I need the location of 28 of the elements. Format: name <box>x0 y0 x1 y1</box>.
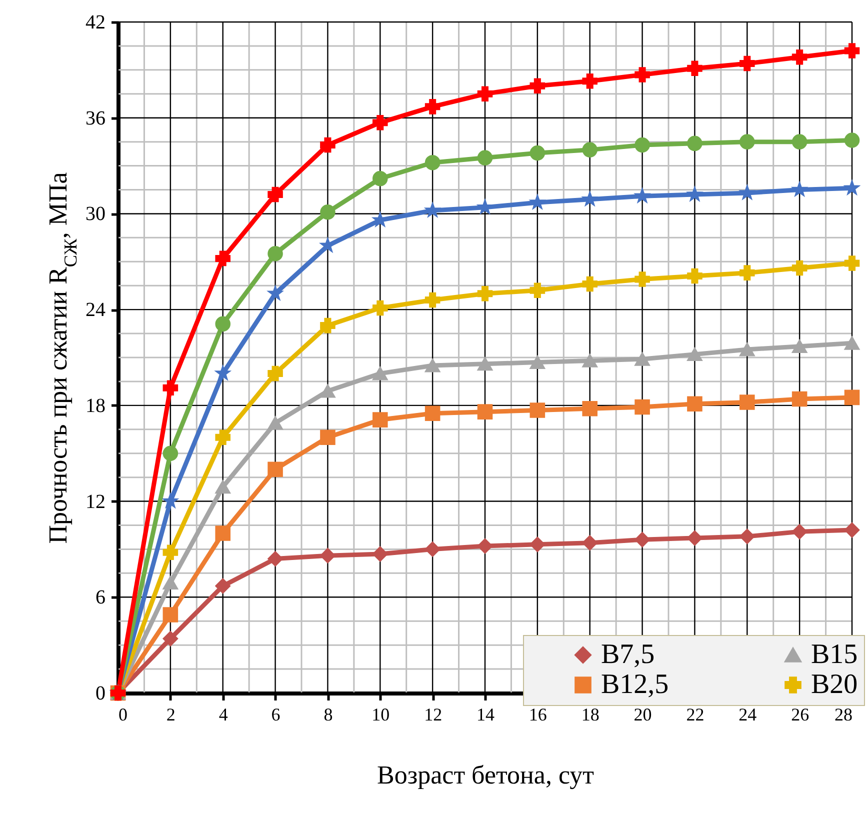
legend-label: B20 <box>811 669 858 700</box>
x-axis-title: Возраст бетона, сут <box>376 760 594 790</box>
x-tick-label: 28 <box>834 704 852 724</box>
y-tick-label: 30 <box>86 203 106 226</box>
y-tick-label: 36 <box>86 107 106 130</box>
x-tick-label: 26 <box>791 704 810 724</box>
x-tick-label: 0 <box>118 704 128 724</box>
x-tick-label: 18 <box>581 704 600 724</box>
x-tick-label: 14 <box>476 704 494 724</box>
x-tick-label: 12 <box>424 704 442 724</box>
x-tick-label: 2 <box>166 704 176 724</box>
legend-label: B12,5 <box>601 669 669 700</box>
x-tick-label: 10 <box>372 704 390 724</box>
x-tick-label: 4 <box>218 704 228 724</box>
x-tick-label: 20 <box>634 704 652 724</box>
x-tick-label: 8 <box>324 704 333 724</box>
y-tick-label: 12 <box>86 490 106 513</box>
legend-label: B7,5 <box>601 639 655 670</box>
x-tick-label: 6 <box>271 704 280 724</box>
y-tick-label: 42 <box>86 12 106 34</box>
y-tick-label: 6 <box>96 586 106 609</box>
y-tick-label: 24 <box>86 299 106 322</box>
y-tick-label: 18 <box>86 394 106 417</box>
y-tick-label: 0 <box>96 682 106 704</box>
legend-label: B15 <box>811 639 858 670</box>
x-tick-label: 16 <box>528 704 547 724</box>
x-tick-label: 22 <box>686 704 704 724</box>
x-tick-label: 24 <box>738 704 757 724</box>
